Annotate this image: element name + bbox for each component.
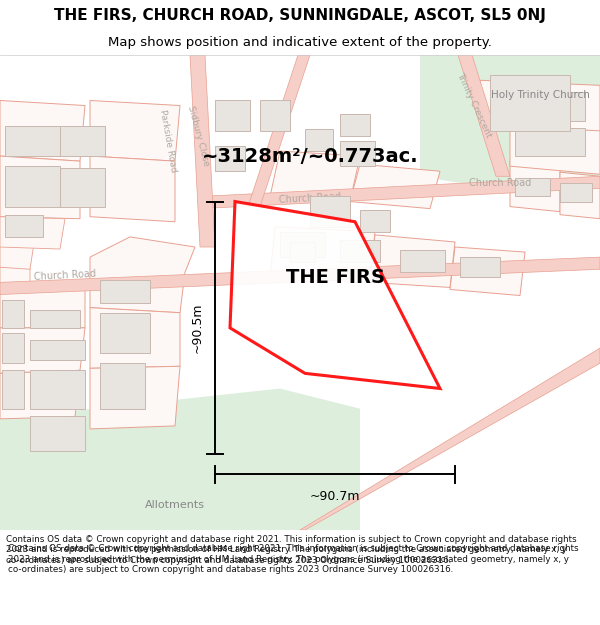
Polygon shape	[290, 242, 315, 262]
Polygon shape	[560, 173, 600, 219]
Polygon shape	[60, 168, 105, 207]
Polygon shape	[280, 232, 325, 257]
Polygon shape	[5, 166, 60, 207]
Polygon shape	[2, 299, 24, 328]
Polygon shape	[30, 309, 80, 328]
Polygon shape	[0, 268, 30, 289]
Polygon shape	[260, 101, 290, 131]
Polygon shape	[460, 257, 500, 278]
Polygon shape	[90, 237, 195, 312]
Polygon shape	[30, 371, 85, 409]
Polygon shape	[420, 55, 600, 207]
Polygon shape	[515, 178, 550, 196]
Polygon shape	[560, 183, 592, 201]
Polygon shape	[0, 389, 360, 530]
Polygon shape	[310, 196, 350, 227]
Polygon shape	[90, 101, 180, 161]
Polygon shape	[515, 127, 585, 156]
Polygon shape	[458, 55, 510, 176]
Polygon shape	[90, 308, 180, 368]
Polygon shape	[5, 126, 60, 156]
Polygon shape	[0, 371, 80, 419]
Text: Sidbury Close: Sidbury Close	[185, 104, 211, 167]
Polygon shape	[100, 312, 150, 353]
Polygon shape	[370, 235, 455, 288]
Polygon shape	[90, 366, 180, 429]
Polygon shape	[480, 80, 600, 131]
Polygon shape	[350, 164, 440, 209]
Text: Church Road: Church Road	[278, 192, 341, 205]
Text: THE FIRS, CHURCH ROAD, SUNNINGDALE, ASCOT, SL5 0NJ: THE FIRS, CHURCH ROAD, SUNNINGDALE, ASCO…	[54, 8, 546, 23]
Polygon shape	[230, 201, 440, 389]
Polygon shape	[2, 333, 24, 363]
Text: Allotments: Allotments	[145, 500, 205, 510]
Polygon shape	[30, 340, 85, 360]
Polygon shape	[0, 156, 80, 219]
Polygon shape	[515, 92, 585, 121]
Polygon shape	[0, 328, 85, 373]
Polygon shape	[100, 281, 150, 302]
Text: THE FIRS: THE FIRS	[286, 268, 385, 287]
Polygon shape	[510, 161, 560, 212]
Text: Church Road: Church Road	[34, 269, 97, 282]
Polygon shape	[490, 75, 570, 131]
Text: Holy Trinity Church: Holy Trinity Church	[491, 91, 589, 101]
Text: ~90.5m: ~90.5m	[191, 302, 203, 353]
Polygon shape	[60, 126, 105, 156]
Polygon shape	[100, 363, 145, 409]
Polygon shape	[90, 156, 175, 222]
Polygon shape	[190, 55, 215, 247]
Polygon shape	[305, 129, 333, 151]
Polygon shape	[300, 348, 600, 530]
Polygon shape	[248, 55, 310, 207]
Text: Contains OS data © Crown copyright and database right 2021. This information is : Contains OS data © Crown copyright and d…	[8, 544, 578, 574]
Polygon shape	[450, 247, 525, 296]
Polygon shape	[0, 101, 85, 161]
Text: Trinity Crescent: Trinity Crescent	[455, 72, 493, 139]
Polygon shape	[0, 237, 35, 269]
Polygon shape	[0, 282, 85, 328]
Polygon shape	[2, 371, 24, 409]
Polygon shape	[200, 176, 600, 209]
Polygon shape	[215, 146, 245, 171]
Text: ~90.7m: ~90.7m	[310, 490, 360, 503]
Polygon shape	[30, 416, 85, 451]
Polygon shape	[340, 114, 370, 136]
Text: ~3128m²/~0.773ac.: ~3128m²/~0.773ac.	[202, 147, 418, 166]
Polygon shape	[215, 101, 250, 131]
Text: Parkside Road: Parkside Road	[158, 109, 178, 173]
Text: Map shows position and indicative extent of the property.: Map shows position and indicative extent…	[108, 36, 492, 49]
Polygon shape	[340, 240, 380, 262]
Polygon shape	[270, 227, 375, 282]
Polygon shape	[340, 141, 375, 166]
Polygon shape	[0, 257, 600, 294]
Text: Church Road: Church Road	[469, 178, 531, 188]
Polygon shape	[510, 121, 600, 174]
Polygon shape	[5, 214, 43, 237]
Polygon shape	[0, 217, 65, 249]
Polygon shape	[400, 250, 445, 272]
Polygon shape	[360, 209, 390, 232]
Text: Contains OS data © Crown copyright and database right 2021. This information is : Contains OS data © Crown copyright and d…	[6, 535, 577, 564]
Polygon shape	[270, 151, 360, 201]
